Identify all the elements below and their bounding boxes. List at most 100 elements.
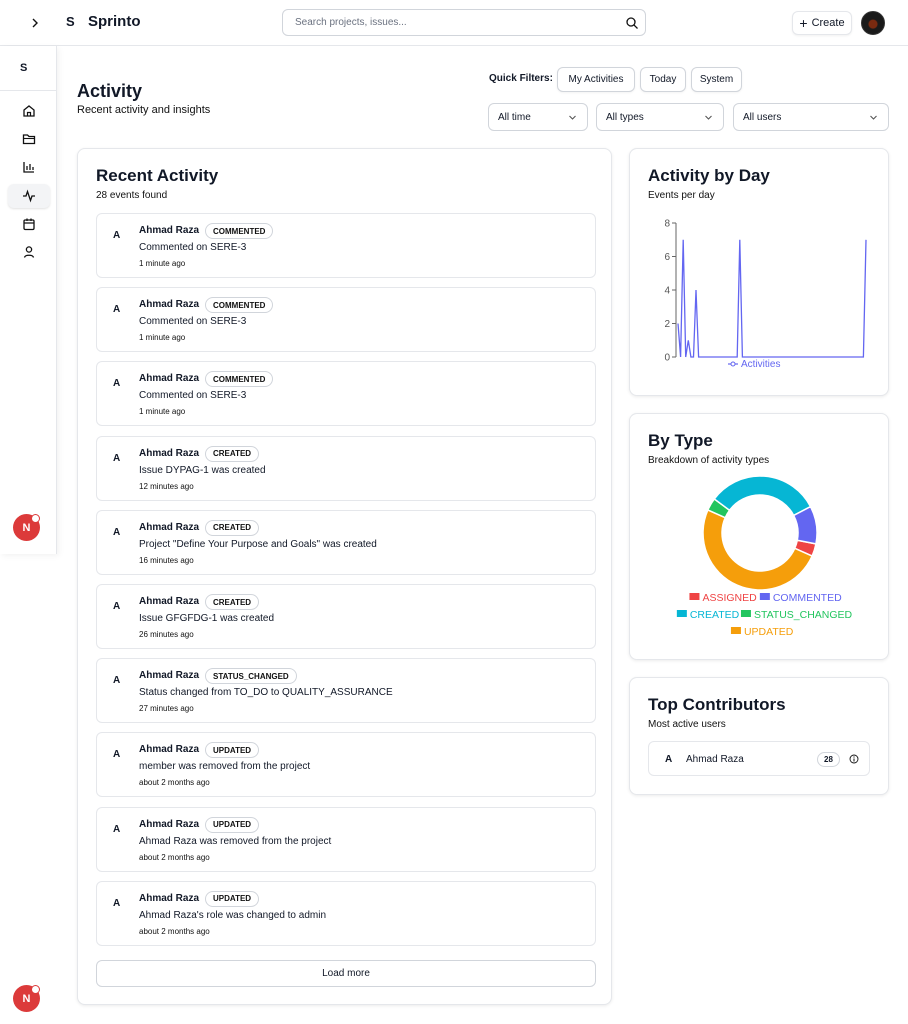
legend-label: CREATED: [690, 609, 740, 621]
activity-description: Issue GFGFDG-1 was created: [139, 613, 275, 624]
activity-user-name: Ahmad Raza: [139, 299, 200, 311]
legend-label: UPDATED: [744, 626, 794, 638]
bar-chart-icon: [23, 162, 34, 173]
sidebar-item-home[interactable]: [8, 99, 50, 123]
chevron-down-icon: [569, 115, 576, 120]
legend-swatch: [740, 610, 751, 617]
top-contributors-title: Top Contributors: [648, 695, 786, 714]
activity-description: Commented on SERE-3: [139, 390, 247, 402]
next-dev-indicator[interactable]: N: [13, 985, 40, 1012]
activity-time: about 2 months ago: [139, 852, 210, 862]
activity-user-name: Ahmad Raza: [139, 521, 200, 533]
chevron-down-icon: [705, 115, 712, 120]
activity-item[interactable]: A Ahmad Raza CREATED Project "Define Your P…: [96, 509, 596, 575]
quick-filter-my-activities[interactable]: My Activities: [557, 67, 635, 92]
activity-type-badge: STATUS_CHANGED: [205, 668, 297, 685]
activity-type-badge: CREATED: [205, 445, 260, 462]
create-button-label: Create: [811, 17, 845, 29]
chevron-right-icon: [32, 18, 38, 28]
sidebar-toggle-button[interactable]: [26, 13, 44, 33]
by-type-card: By Type Breakdown of activity types ASSI…: [629, 413, 889, 660]
legend-label: Activities: [741, 359, 780, 370]
sidebar-item-reports[interactable]: [8, 155, 50, 179]
activity-item[interactable]: A Ahmad Raza STATUS_CHANGED Status changed …: [96, 658, 596, 724]
activity-type-badge: UPDATED: [205, 816, 260, 833]
user-avatar[interactable]: [861, 11, 885, 35]
activity-user-name: Ahmad Raza: [139, 744, 200, 756]
sidebar-item-calendar[interactable]: [8, 212, 50, 236]
user-filter-select[interactable]: All users: [733, 103, 889, 131]
folder-icon: [22, 134, 36, 145]
activity-item[interactable]: A Ahmad Raza CREATED Issue DYPAG-1 was crea…: [96, 435, 596, 501]
activity-item[interactable]: A Ahmad Raza COMMENTED Commented on SERE-3 1…: [96, 287, 596, 353]
y-tick-label: 4: [664, 286, 670, 297]
activity-item[interactable]: A Ahmad Raza UPDATED Ahmad Raza was removed…: [96, 806, 596, 872]
activity-type-badge: CREATED: [205, 594, 260, 610]
type-filter-select[interactable]: All types: [596, 103, 724, 131]
activity-type-badge: COMMENTED: [205, 297, 274, 314]
activity-item[interactable]: A Ahmad Raza CREATED Issue GFGFDG-1 was cre…: [96, 584, 596, 649]
activity-type-badge: CREATED: [205, 519, 260, 536]
recent-activity-card: Recent Activity 28 events found Load mor…: [77, 148, 612, 1005]
sidebar-item-users[interactable]: [8, 240, 50, 264]
quick-filter-today[interactable]: Today: [640, 67, 686, 92]
series-line-activities: [677, 239, 867, 358]
activity-time: 27 minutes ago: [139, 704, 194, 714]
sidebar: S N: [0, 46, 57, 554]
info-icon[interactable]: [849, 754, 859, 764]
activity-avatar: A: [113, 897, 121, 909]
activity-avatar: A: [113, 452, 121, 464]
activity-icon: [23, 189, 35, 203]
activity-description: Status changed from TO_DO to QUALITY_ASS…: [139, 687, 393, 699]
calendar-icon: [23, 218, 35, 231]
brand-name[interactable]: Sprinto: [88, 13, 141, 30]
sidebar-item-projects[interactable]: [8, 127, 50, 151]
contributor-row[interactable]: A Ahmad Raza 28: [648, 741, 870, 776]
activity-by-day-title: Activity by Day: [648, 166, 770, 185]
activity-avatar: A: [113, 230, 121, 241]
recent-activity-title: Recent Activity: [96, 166, 219, 185]
search-input[interactable]: [295, 10, 615, 35]
time-filter-select[interactable]: All time: [488, 103, 588, 131]
notifications-avatar[interactable]: N: [13, 514, 40, 541]
activity-by-day-chart: 0 2 4 6 8 Activities: [664, 219, 867, 370]
activity-type-badge: UPDATED: [205, 890, 260, 907]
by-type-subtitle: Breakdown of activity types: [648, 455, 770, 466]
legend-swatch: [730, 627, 741, 634]
sidebar-item-activity[interactable]: [8, 184, 50, 208]
legend-marker-dot: [730, 361, 736, 367]
activity-item[interactable]: A Ahmad Raza UPDATED member was removed fro…: [96, 732, 596, 798]
activity-time: 1 minute ago: [139, 259, 186, 268]
activity-time: 26 minutes ago: [139, 630, 194, 639]
legend-swatch: [676, 610, 687, 617]
legend-label: COMMENTED: [773, 592, 842, 604]
activity-item[interactable]: A Ahmad Raza UPDATED Ahmad Raza's role was …: [96, 880, 596, 946]
activity-user-name: Ahmad Raza: [139, 225, 200, 236]
activity-by-day-subtitle: Events per day: [648, 190, 715, 201]
activity-avatar: A: [113, 823, 121, 835]
slice-updated: [702, 508, 814, 591]
legend-label: STATUS_CHANGED: [754, 609, 853, 621]
activity-avatar: A: [113, 304, 121, 316]
page-subtitle: Recent activity and insights: [77, 104, 211, 116]
activity-description: Ahmad Raza was removed from the project: [139, 835, 332, 847]
load-more-button[interactable]: Load more: [96, 960, 596, 987]
activity-time: 1 minute ago: [139, 333, 186, 343]
activity-description: Project "Define Your Purpose and Goals" …: [139, 538, 377, 550]
contributor-count-badge: 28: [817, 752, 840, 767]
sidebar-brand-initial: S: [20, 62, 28, 74]
activity-item[interactable]: A Ahmad Raza COMMENTED Commented on SERE-3 1…: [96, 213, 596, 278]
activity-type-badge: COMMENTED: [205, 223, 274, 239]
top-contributors-subtitle: Most active users: [648, 719, 726, 730]
activity-item[interactable]: A Ahmad Raza COMMENTED Commented on SERE-3 1…: [96, 361, 596, 427]
user-filter-value: All users: [743, 111, 782, 123]
activity-avatar: A: [113, 749, 121, 761]
activity-time: 16 minutes ago: [139, 555, 194, 565]
activity-avatar: A: [113, 378, 121, 390]
create-button[interactable]: + Create: [792, 11, 852, 35]
contributor-avatar: A: [665, 754, 673, 765]
type-filter-value: All types: [606, 111, 644, 123]
search-icon[interactable]: [625, 16, 639, 30]
y-tick-label: 2: [664, 319, 670, 330]
quick-filter-system[interactable]: System: [691, 67, 742, 92]
